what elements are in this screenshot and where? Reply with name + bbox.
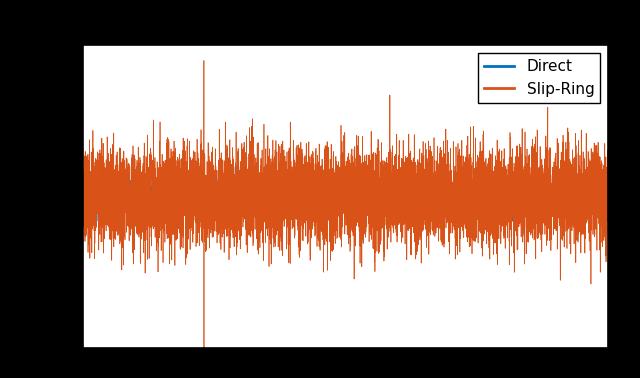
Direct <box>577 191 584 196</box>
Direct <box>592 224 600 228</box>
Slip-Ring <box>200 58 208 63</box>
Direct <box>101 192 109 196</box>
Direct <box>182 195 190 199</box>
Slip-Ring <box>82 192 90 196</box>
Direct <box>231 164 239 169</box>
Direct <box>604 189 612 194</box>
Slip-Ring <box>604 231 612 235</box>
Slip-Ring <box>200 361 208 365</box>
Line: Direct: Direct <box>83 167 608 226</box>
Direct <box>336 189 344 194</box>
Slip-Ring <box>111 188 118 192</box>
Slip-Ring <box>336 210 344 214</box>
Slip-Ring <box>182 194 190 198</box>
Direct <box>111 198 118 202</box>
Direct <box>79 191 87 195</box>
Slip-Ring <box>79 210 87 214</box>
Slip-Ring <box>577 197 584 202</box>
Legend: Direct, Slip-Ring: Direct, Slip-Ring <box>477 53 600 103</box>
Line: Slip-Ring: Slip-Ring <box>83 60 608 363</box>
Direct <box>82 200 90 204</box>
Slip-Ring <box>101 194 109 199</box>
